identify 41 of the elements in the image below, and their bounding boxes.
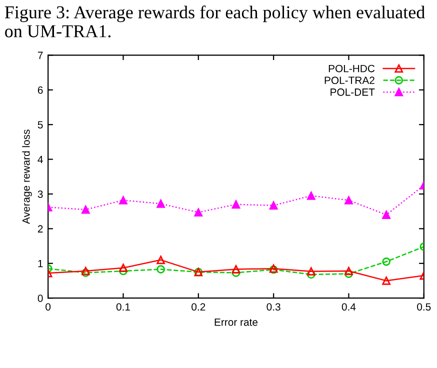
point bbox=[306, 192, 316, 200]
legend-label: POL-DET bbox=[330, 88, 375, 96]
point bbox=[194, 208, 203, 217]
y-tick-label: 7 bbox=[38, 52, 43, 59]
x-tick-label: 0.3 bbox=[266, 303, 280, 311]
point bbox=[232, 268, 240, 277]
point bbox=[156, 256, 165, 264]
x-tick-label: 0 bbox=[46, 303, 51, 311]
point bbox=[232, 265, 240, 274]
x-tick-label: 0.5 bbox=[417, 303, 431, 311]
point bbox=[232, 200, 240, 209]
point bbox=[119, 196, 128, 204]
point bbox=[81, 268, 90, 277]
y-tick-label: 6 bbox=[38, 86, 43, 94]
legend-label: POL-TRA2 bbox=[324, 76, 374, 84]
x-axis-title: Error rate bbox=[214, 318, 258, 326]
point bbox=[344, 266, 353, 276]
legend-label: POL-HDC bbox=[328, 64, 375, 72]
y-tick-label: 1 bbox=[38, 260, 43, 268]
x-tick-label: 0.1 bbox=[116, 303, 130, 311]
y-tick-label: 0 bbox=[38, 294, 43, 302]
x-tick-label: 0.4 bbox=[342, 303, 356, 311]
point bbox=[269, 201, 278, 210]
caption: Figure 3: Average rewards for each policy when evaluated on UM-TRA1. bbox=[4, 6, 425, 38]
point bbox=[156, 265, 165, 274]
y-tick-label: 2 bbox=[38, 225, 43, 232]
point bbox=[344, 196, 353, 204]
y-tick-label: 4 bbox=[38, 156, 43, 164]
point bbox=[119, 266, 128, 276]
y-axis-title: Average reward loss bbox=[22, 130, 32, 224]
point bbox=[382, 210, 390, 219]
point bbox=[306, 267, 316, 276]
x-tick-label: 0.2 bbox=[192, 303, 206, 311]
point bbox=[81, 205, 90, 214]
point bbox=[344, 270, 353, 278]
point bbox=[382, 257, 390, 266]
point bbox=[156, 200, 165, 208]
y-tick-label: 5 bbox=[38, 121, 43, 128]
y-tick-label: 3 bbox=[38, 190, 43, 198]
point bbox=[119, 264, 128, 272]
point bbox=[382, 276, 390, 285]
